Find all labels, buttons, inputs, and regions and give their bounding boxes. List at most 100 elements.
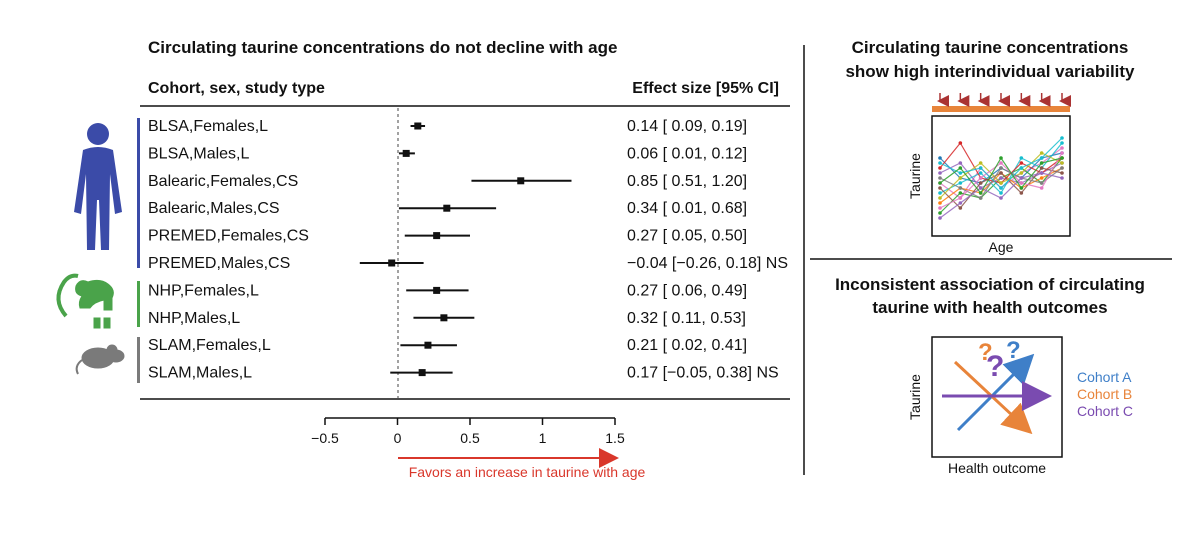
x-tick-label: 1.5: [605, 430, 625, 446]
association-ylabel: Taurine: [907, 374, 923, 420]
legend-cohort-c: Cohort C: [1077, 403, 1133, 419]
trajectory-point: [1019, 166, 1024, 170]
trajectory-point: [978, 176, 983, 180]
trajectory-point: [958, 171, 963, 175]
x-tick-label: 0: [394, 430, 402, 446]
trajectory-point: [1019, 186, 1024, 190]
variability-ylabel: Taurine: [907, 153, 923, 199]
trajectory-point: [1039, 186, 1044, 190]
legend-cohort-b: Cohort B: [1077, 386, 1132, 402]
trajectory-point: [1060, 136, 1064, 140]
trajectory-point: [978, 196, 983, 200]
trajectory-point: [938, 186, 942, 190]
question-mark-purple: ?: [986, 350, 1004, 383]
trajectory-point: [938, 176, 942, 180]
trajectory-point: [978, 186, 983, 190]
trajectory-point: [938, 191, 942, 195]
effect-size-text: 0.27 [ 0.05, 0.50]: [627, 228, 747, 245]
trajectory-point: [1019, 176, 1024, 180]
trajectory-point: [1039, 181, 1044, 185]
point-estimate: [414, 122, 422, 130]
trajectory-point: [938, 156, 942, 160]
trajectory-point: [999, 181, 1003, 185]
forest-title: Circulating taurine concentrations do no…: [148, 38, 617, 57]
x-tick-label: 0.5: [460, 430, 480, 446]
trajectory-point: [958, 201, 963, 205]
variability-series: [938, 136, 1064, 220]
effect-size-text: 0.14 [ 0.09, 0.19]: [627, 118, 747, 135]
point-estimate: [440, 314, 448, 322]
sampling-bar: [932, 106, 1070, 112]
forest-plot: Circulating taurine concentrations do no…: [56, 38, 790, 480]
x-tick-label: −0.5: [311, 430, 339, 446]
trajectory-point: [1039, 161, 1044, 165]
row-label: PREMED,Males,CS: [148, 255, 290, 272]
trajectory-point: [1039, 156, 1044, 160]
effect-size-text: 0.21 [ 0.02, 0.41]: [627, 337, 747, 354]
sampling-arrows: [937, 93, 1071, 107]
forest-rows: BLSA,Females,L 0.14 [ 0.09, 0.19] BLSA,Mal…: [148, 118, 788, 382]
trajectory-point: [938, 161, 942, 165]
trajectory-point: [999, 186, 1003, 190]
row-label: NHP,Males,L: [148, 310, 240, 327]
trajectory-point: [1019, 181, 1024, 185]
effect-size-text: 0.85 [ 0.51, 1.20]: [627, 173, 747, 190]
trajectory-point: [958, 196, 963, 200]
point-estimate: [388, 259, 396, 267]
trajectory-point: [999, 161, 1003, 165]
trajectory-point: [938, 181, 942, 185]
trajectory-point: [1039, 171, 1044, 175]
trajectory-point: [958, 141, 963, 145]
trajectory-point: [999, 156, 1003, 160]
point-estimate: [433, 232, 441, 240]
trajectory-point: [999, 171, 1003, 175]
trajectory-point: [1019, 191, 1024, 195]
x-tick-label: 1: [539, 430, 547, 446]
association-title-line1: Inconsistent association of circulating: [835, 275, 1145, 294]
effect-size-text: 0.34 [ 0.01, 0.68]: [627, 200, 747, 217]
trajectory-point: [1060, 161, 1064, 165]
effect-header: Effect size [95% CI]: [632, 80, 779, 97]
trajectory-point: [958, 176, 963, 180]
trajectory-point: [1060, 156, 1064, 160]
question-mark-blue: ?: [1006, 337, 1021, 364]
question-mark-orange: ?: [978, 339, 993, 366]
trajectory-point: [978, 191, 983, 195]
group-bar-nhp: [137, 281, 140, 327]
association-title-line2: taurine with health outcomes: [872, 298, 1107, 317]
trajectory-point: [1060, 151, 1064, 155]
point-estimate: [443, 204, 451, 212]
human-silhouette-icon: [74, 123, 122, 250]
association-panel: Inconsistent association of circulating …: [835, 275, 1145, 476]
mouse-silhouette-icon: [75, 344, 125, 375]
trajectory-point: [999, 196, 1003, 200]
trajectory-point: [1060, 146, 1064, 150]
effect-size-text: 0.32 [ 0.11, 0.53]: [627, 310, 746, 327]
effect-size-text: 0.27 [ 0.06, 0.49]: [627, 282, 747, 299]
variability-panel: Circulating taurine concentrations show …: [845, 38, 1135, 255]
effect-size-text: 0.06 [ 0.01, 0.12]: [627, 145, 747, 162]
trajectory-point: [1060, 166, 1064, 170]
trajectory-point: [958, 186, 963, 190]
trajectory-point: [1019, 171, 1024, 175]
row-label: SLAM,Females,L: [148, 337, 271, 354]
effect-size-text: −0.04 [−0.26, 0.18] NS: [627, 255, 788, 272]
trajectory-point: [938, 211, 942, 215]
trajectory-point: [938, 196, 942, 200]
monkey-silhouette-icon: [56, 273, 114, 329]
legend-cohort-a: Cohort A: [1077, 369, 1132, 385]
trajectory-point: [958, 161, 963, 165]
point-estimate: [424, 341, 432, 349]
row-label: NHP,Females,L: [148, 282, 259, 299]
trajectory-point: [938, 201, 942, 205]
point-estimate: [433, 286, 441, 294]
trajectory-point: [1060, 176, 1064, 180]
trajectory-point: [938, 171, 942, 175]
effect-size-text: 0.17 [−0.05, 0.38] NS: [627, 365, 779, 382]
point-estimate: [517, 177, 525, 185]
trajectory-point: [999, 166, 1003, 170]
trajectory-point: [938, 216, 942, 220]
trajectory-point: [958, 206, 963, 210]
association-xlabel: Health outcome: [948, 460, 1046, 476]
row-label: PREMED,Females,CS: [148, 228, 309, 245]
